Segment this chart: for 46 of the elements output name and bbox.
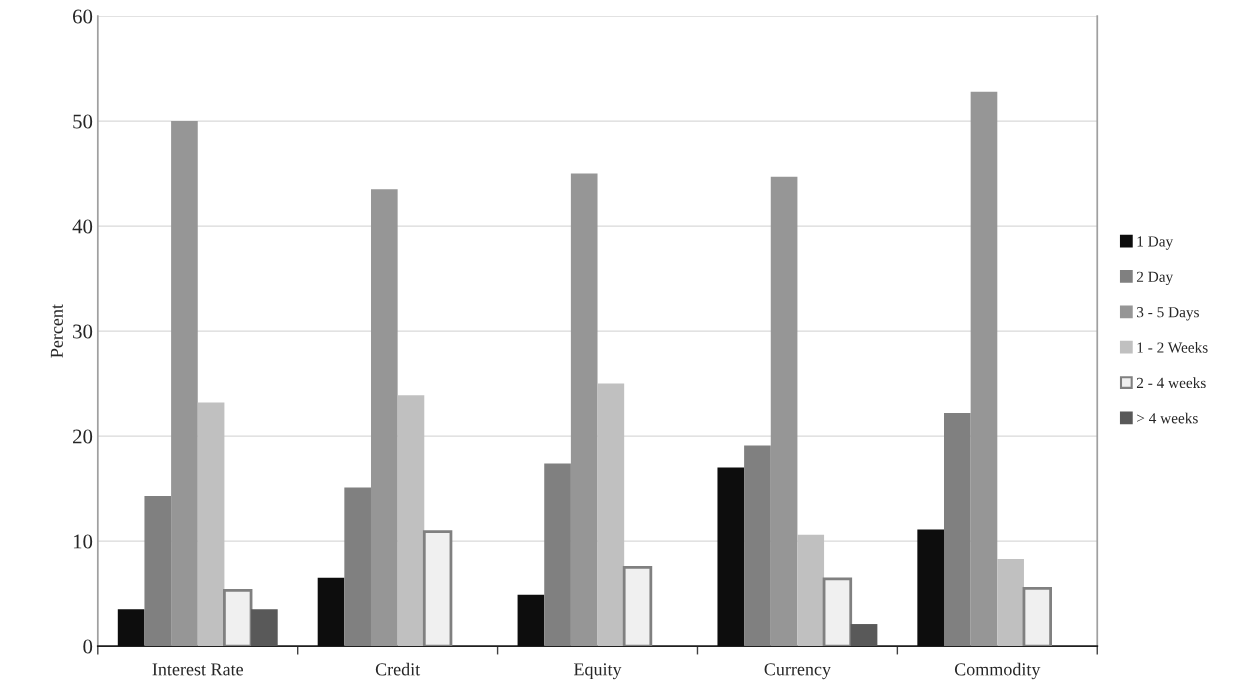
bar xyxy=(944,413,971,647)
y-axis-title: Percent xyxy=(50,304,63,358)
bar xyxy=(422,530,453,647)
x-tick-label: Currency xyxy=(764,663,831,680)
bar xyxy=(197,402,225,647)
bar xyxy=(1022,586,1052,647)
y-tick-label: 60 xyxy=(73,9,93,24)
y-tick-label: 20 xyxy=(73,429,93,444)
bar xyxy=(570,173,598,647)
bar xyxy=(717,467,745,647)
bar xyxy=(317,577,345,647)
bar xyxy=(223,589,253,647)
x-tick-label: Equity xyxy=(573,663,622,680)
legend-label: > 4 weeks xyxy=(1137,412,1198,424)
bar xyxy=(770,176,798,647)
y-tick-label: 40 xyxy=(72,219,93,234)
bar xyxy=(117,609,145,647)
x-tick-label: Credit xyxy=(375,662,421,676)
bar xyxy=(517,594,545,647)
legend-label: 2 - 4 weeks xyxy=(1136,377,1206,389)
bar xyxy=(744,445,771,647)
bar xyxy=(397,395,425,647)
y-tick-label: 50 xyxy=(73,114,93,129)
bar xyxy=(622,565,653,647)
legend-label: 1 Day xyxy=(1137,236,1174,250)
legend-label: 3 - 5 Days xyxy=(1137,307,1199,321)
y-tick-label: 10 xyxy=(73,534,93,549)
bar xyxy=(970,91,998,647)
bar xyxy=(797,534,825,647)
bar xyxy=(850,624,878,647)
bar xyxy=(597,383,625,647)
bar xyxy=(344,487,371,647)
bar xyxy=(997,558,1024,647)
bar xyxy=(822,577,853,647)
bar xyxy=(544,463,571,647)
bar xyxy=(144,495,172,647)
bar xyxy=(370,189,398,647)
bar xyxy=(171,121,198,647)
bar xyxy=(251,609,278,647)
legend-label: 1 - 2 Weeks xyxy=(1137,341,1208,353)
y-tick-label: 0 xyxy=(83,639,93,654)
x-tick-label: Interest Rate xyxy=(152,663,243,676)
y-tick-label: 30 xyxy=(73,324,93,339)
legend-label: 2 Day xyxy=(1136,271,1174,286)
x-tick-label: Commodity xyxy=(954,662,1041,680)
bar xyxy=(917,529,944,647)
